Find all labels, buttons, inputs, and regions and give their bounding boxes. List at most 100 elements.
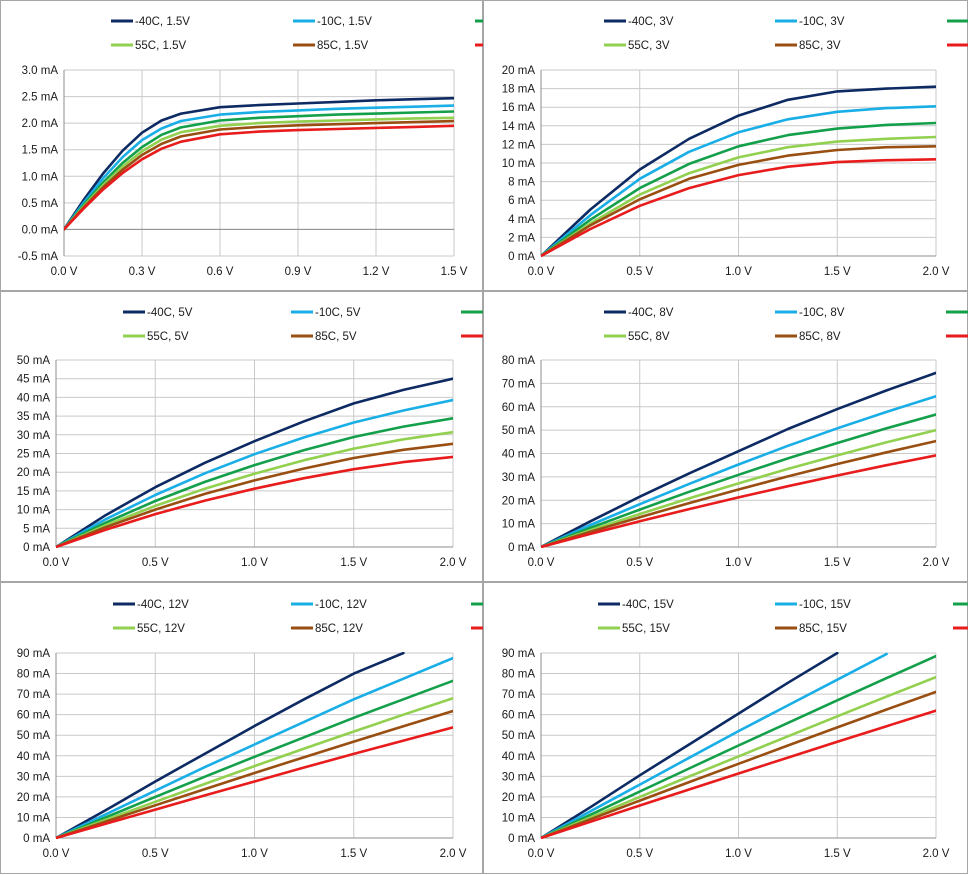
y-tick-label: 10 mA [502, 158, 536, 170]
x-tick-label: 0.0 V [528, 557, 555, 569]
series-line-85c [541, 145, 936, 257]
series-line-125c [56, 726, 453, 839]
chart-4: 0.0 V 0.5 V 1.0 V 1.5 V 2.0 V 0 mA 10 mA 20 mA 3… [502, 307, 968, 569]
series-line--10c [56, 398, 453, 548]
series-line--40c [541, 85, 936, 257]
y-tick-label: 90 mA [17, 648, 51, 660]
y-tick-label: 4 mA [508, 214, 535, 226]
legend-label: -10C, 5V [315, 307, 361, 319]
legend-label: -10C, 12V [315, 599, 367, 611]
legend-label: -40C, 15V [622, 599, 674, 611]
x-tick-label: 0.5 V [626, 848, 653, 860]
y-tick-label: 12 mA [502, 139, 536, 151]
legend-label: 85C, 3V [799, 40, 841, 52]
y-tick-label: 90 mA [502, 648, 536, 660]
y-tick-label: 10 mA [17, 505, 51, 517]
y-tick-label: 25 mA [17, 449, 51, 461]
series-line-85c [541, 439, 936, 548]
series-line--40c [64, 96, 454, 231]
legend-label: -40C, 1.5V [135, 16, 190, 28]
x-tick-label: 1.0 V [241, 848, 268, 860]
y-tick-label: 50 mA [17, 355, 51, 367]
y-tick-label: 40 mA [17, 392, 51, 404]
y-tick-label: 2 mA [508, 232, 535, 244]
y-tick-label: 1.5 mA [22, 145, 59, 157]
x-tick-label: 0.6 V [207, 266, 234, 278]
chart-panel-6: 0.0 V 0.5 V 1.0 V 1.5 V 2.0 V 0 mA 10 mA 20 mA 3… [483, 582, 968, 874]
x-tick-label: 1.2 V [363, 266, 390, 278]
y-tick-label: 50 mA [17, 730, 51, 742]
series-line--10c [56, 656, 453, 839]
legend-label: -40C, 8V [628, 307, 674, 319]
series-line-85c [56, 442, 453, 548]
series-line-25c [64, 110, 454, 231]
chart-panel-3: 0.0 V 0.5 V 1.0 V 1.5 V 2.0 V 0 mA 5 mA 10 mA 15… [0, 291, 483, 582]
y-tick-label: 10 mA [502, 812, 536, 824]
y-tick-label: 60 mA [502, 402, 536, 414]
x-tick-label: 1.0 V [725, 848, 752, 860]
chart-6: 0.0 V 0.5 V 1.0 V 1.5 V 2.0 V 0 mA 10 mA 20 mA 3… [502, 599, 968, 860]
legend-label: -40C, 5V [147, 307, 193, 319]
y-tick-label: 20 mA [17, 792, 51, 804]
series-line--10c [541, 394, 936, 548]
y-tick-label: 50 mA [502, 425, 536, 437]
legend-label: 85C, 12V [315, 623, 363, 635]
y-tick-label: 15 mA [17, 486, 51, 498]
series-line-25c [56, 417, 453, 548]
series-line-85c [64, 119, 454, 231]
y-tick-label: 40 mA [502, 449, 536, 461]
x-tick-label: 1.5 V [824, 848, 851, 860]
series-line-55c [541, 675, 936, 839]
y-tick-label: 14 mA [502, 121, 536, 133]
y-tick-label: -0.5 mA [18, 251, 59, 263]
y-tick-label: 16 mA [502, 102, 536, 114]
series-line-125c [56, 455, 453, 548]
y-tick-label: 70 mA [502, 378, 536, 390]
series-line-55c [56, 430, 453, 548]
x-tick-label: 2.0 V [440, 848, 467, 860]
y-tick-label: 40 mA [17, 751, 51, 763]
legend-label: -10C, 3V [799, 16, 845, 28]
legend-label: 55C, 12V [137, 623, 185, 635]
y-tick-label: 30 mA [17, 430, 51, 442]
series-line-25c [541, 413, 936, 548]
x-tick-label: 0.9 V [285, 266, 312, 278]
y-tick-label: 5 mA [23, 523, 50, 535]
series-line--10c [541, 652, 888, 839]
y-tick-label: 0 mA [508, 833, 535, 845]
y-tick-label: 1.0 mA [22, 171, 59, 183]
x-tick-label: 0.0 V [43, 848, 70, 860]
y-tick-label: 80 mA [502, 355, 536, 367]
x-tick-label: 2.0 V [923, 266, 950, 278]
series-line-25c [56, 679, 453, 839]
legend-label: 85C, 5V [315, 331, 357, 343]
legend-label: 55C, 8V [628, 331, 670, 343]
series-line--40c [56, 652, 405, 839]
y-tick-label: 60 mA [17, 710, 51, 722]
y-tick-label: 70 mA [17, 689, 51, 701]
x-tick-label: 0.0 V [51, 266, 78, 278]
legend-label: 55C, 15V [622, 623, 670, 635]
legend-label: 85C, 8V [799, 331, 841, 343]
series-line-125c [541, 709, 936, 839]
y-tick-label: 0 mA [508, 542, 535, 554]
legend-label: 85C, 15V [799, 623, 847, 635]
series-line-55c [541, 135, 936, 257]
legend-label: -10C, 15V [799, 599, 851, 611]
x-tick-label: 1.5 V [340, 848, 367, 860]
chart-panel-2: 0.0 V 0.5 V 1.0 V 1.5 V 2.0 V 0 mA 2 mA 4 mA 6 m… [483, 0, 968, 291]
y-tick-label: 20 mA [17, 467, 51, 479]
x-tick-label: 1.5 V [824, 557, 851, 569]
x-tick-label: 2.0 V [923, 557, 950, 569]
y-tick-label: 0 mA [23, 542, 50, 554]
legend-label: 55C, 3V [628, 40, 670, 52]
x-tick-label: 1.0 V [725, 266, 752, 278]
x-tick-label: 0.5 V [626, 266, 653, 278]
series-line-25c [541, 121, 936, 257]
x-tick-label: 1.0 V [725, 557, 752, 569]
y-tick-label: 0.5 mA [22, 198, 59, 210]
chart-5: 0.0 V 0.5 V 1.0 V 1.5 V 2.0 V 0 mA 10 mA 20 mA 3… [17, 599, 484, 860]
y-tick-label: 2.0 mA [22, 118, 59, 130]
y-tick-label: 6 mA [508, 195, 535, 207]
series-line-85c [56, 709, 453, 839]
